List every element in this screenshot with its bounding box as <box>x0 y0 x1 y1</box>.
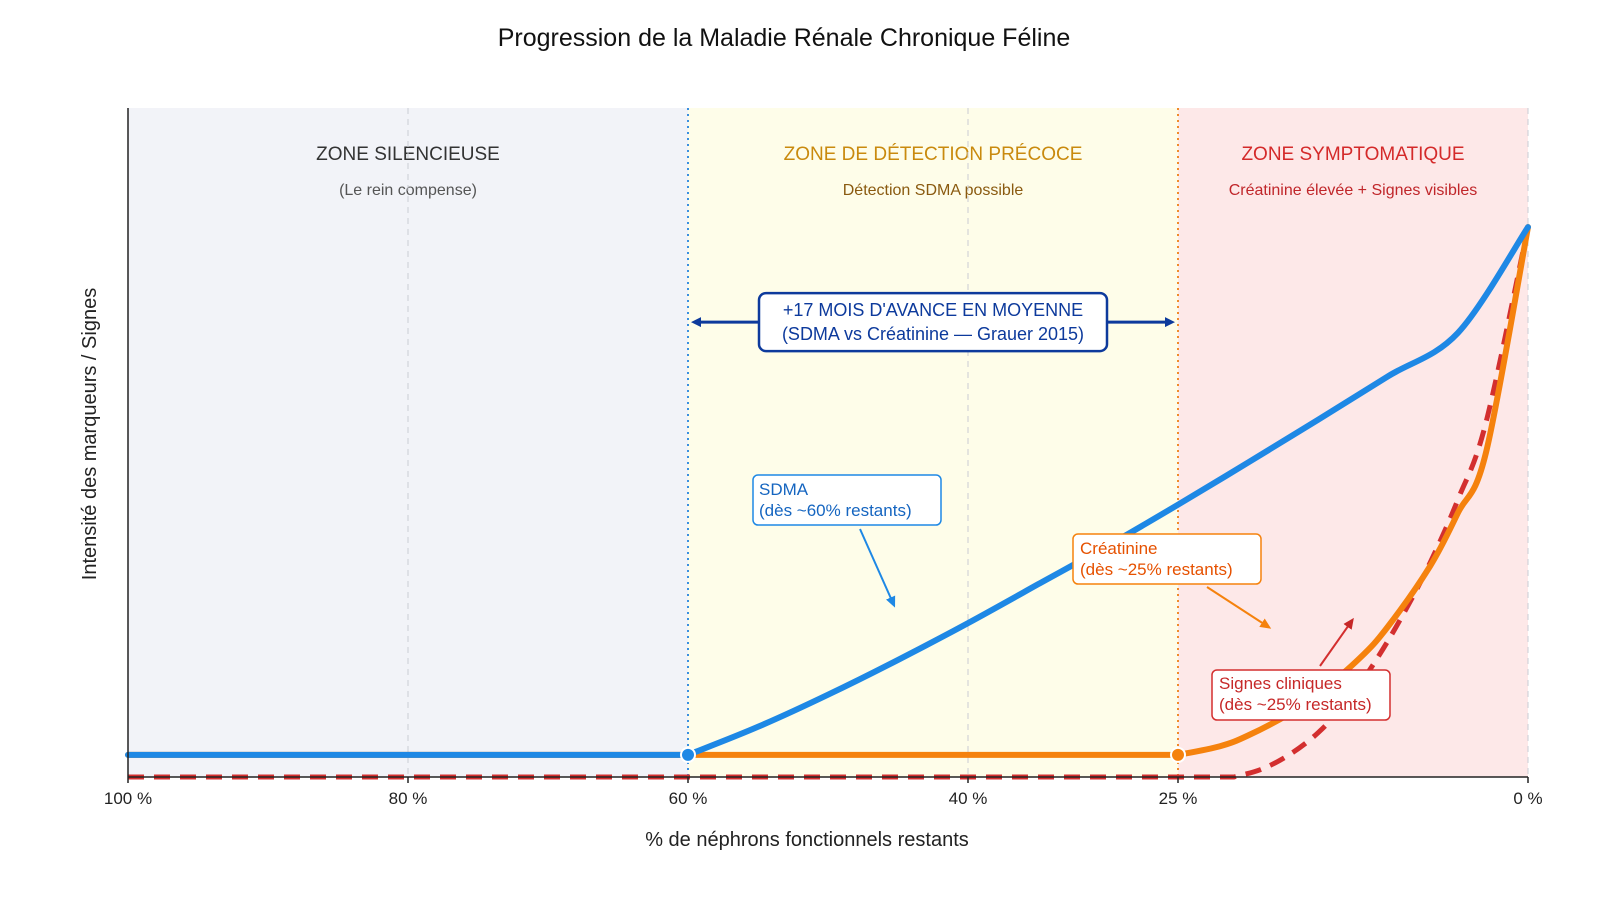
grid-layer <box>407 108 1529 777</box>
sdma-label-box <box>752 474 942 526</box>
x-tick-label-80: 80 % <box>389 789 428 808</box>
zone-2-subtitle: Détection SDMA possible <box>843 182 1024 199</box>
sdma-label-line-2: (dès ~60% restants) <box>759 501 912 520</box>
signes-label-box <box>1211 669 1391 721</box>
x-tick-label-100: 100 % <box>104 789 152 808</box>
signes-label-arrow <box>1319 617 1354 667</box>
axis-layer: 100 % 80 % 60 % 40 % 25 % 0 % <box>104 108 1543 808</box>
x-tick-label-40: 40 % <box>949 789 988 808</box>
annotation-layer: +17 MOIS D'AVANCE EN MOYENNE (SDMA vs Cré… <box>691 291 1391 721</box>
avance-box <box>757 291 1109 353</box>
signes-label-line-1: Signes cliniques <box>1219 674 1342 693</box>
zone-2-background <box>688 108 1178 777</box>
avance-line-2: (SDMA vs Créatinine — Grauer 2015) <box>782 324 1084 344</box>
creatinine-label-line-1: Créatinine <box>1080 539 1158 558</box>
series-line-signes <box>128 226 1531 780</box>
zone-3-subtitle: Créatinine élevée + Signes visibles <box>1229 182 1478 199</box>
x-axis-label: % de néphrons fonctionnels restants <box>645 829 969 851</box>
zone-3-title: ZONE SYMPTOMATIQUE <box>1241 144 1464 165</box>
sdma-label-line-1: SDMA <box>759 480 809 499</box>
creatinine-label-box <box>1072 533 1262 585</box>
sdma-label-arrow <box>859 528 896 608</box>
chart-title: Progression de la Maladie Rénale Chroniq… <box>498 24 1071 52</box>
series-marker-1 <box>680 746 696 763</box>
marker-layer <box>680 746 1186 763</box>
zone-2-title: ZONE DE DÉTECTION PRÉCOCE <box>784 144 1083 165</box>
x-tick-label-60: 60 % <box>669 789 708 808</box>
x-tick-label-0: 0 % <box>1513 789 1542 808</box>
creatinine-label-arrow <box>1206 586 1272 629</box>
series-line-creatinine <box>125 224 1531 758</box>
creatinine-label-line-2: (dès ~25% restants) <box>1080 560 1233 579</box>
series-marker-2 <box>1170 746 1186 763</box>
avance-line-1: +17 MOIS D'AVANCE EN MOYENNE <box>783 300 1083 320</box>
signes-label-line-2: (dès ~25% restants) <box>1219 695 1372 714</box>
y-axis-label: Intensité des marqueurs / Signes <box>79 288 101 580</box>
x-tick-label-25: 25 % <box>1159 789 1198 808</box>
